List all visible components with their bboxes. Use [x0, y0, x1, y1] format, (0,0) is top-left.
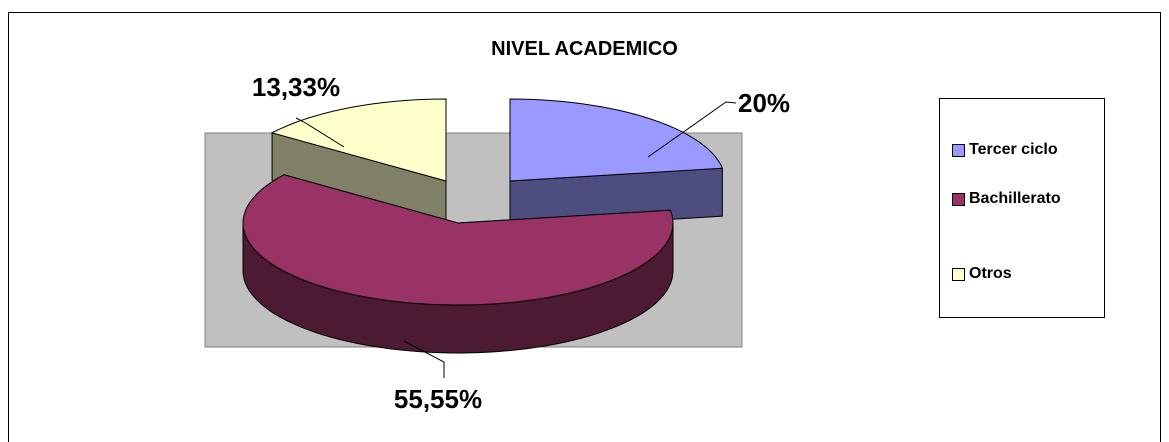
leader-line-otros: [295, 117, 345, 148]
data-label-otros: 13,33%: [252, 72, 340, 102]
legend-item-bachillerato: Bachillerato: [952, 190, 1061, 208]
legend-swatch-tercer-ciclo: [952, 143, 965, 157]
legend: Tercer ciclo Bachillerato Otros: [939, 98, 1105, 318]
chart-title: NIVEL ACADEMICO: [491, 38, 678, 60]
leader-line-tercer-ciclo: [647, 101, 737, 158]
pie-slice-tercer-ciclo: [509, 98, 724, 182]
data-label-bachillerato: 55,55%: [394, 384, 482, 414]
legend-swatch-otros: [952, 267, 965, 281]
legend-label-tercer-ciclo: Tercer ciclo: [969, 141, 1058, 158]
leader-line-bachillerato: [403, 340, 445, 378]
pie-slice-bachillerato: [242, 174, 674, 306]
pie-slice-otros: [270, 98, 447, 182]
legend-label-otros: Otros: [969, 265, 1012, 282]
legend-item-tercer-ciclo: Tercer ciclo: [952, 141, 1058, 159]
legend-item-otros: Otros: [952, 265, 1012, 283]
legend-swatch-bachillerato: [952, 192, 965, 206]
data-label-tercer-ciclo: 20%: [738, 88, 790, 118]
legend-label-bachillerato: Bachillerato: [969, 190, 1061, 207]
